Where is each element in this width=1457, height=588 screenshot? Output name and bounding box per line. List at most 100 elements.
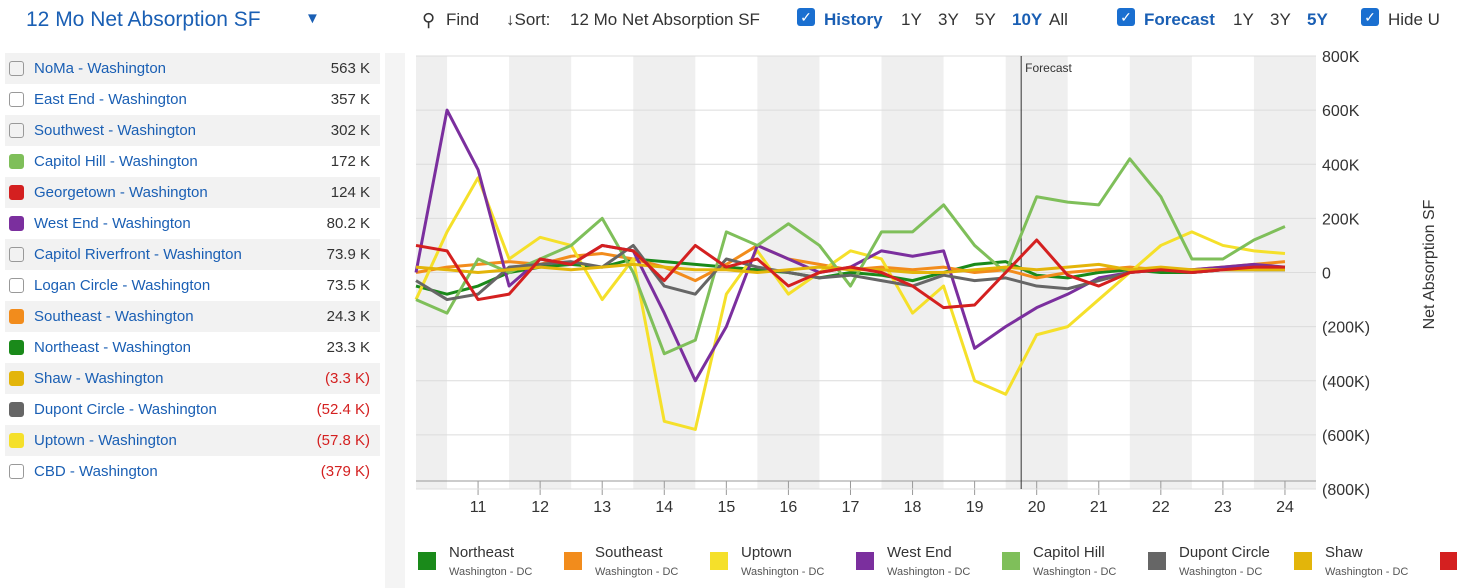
list-row[interactable]: NoMa - Washington 563 K [5, 53, 380, 84]
legend-item[interactable]: Shaw Washington - DC [1292, 540, 1438, 588]
dropdown-arrow[interactable]: ▼ [305, 10, 320, 27]
history[interactable]: History [824, 10, 883, 29]
submarket-name[interactable]: Capitol Hill - Washington [34, 153, 198, 170]
list-row[interactable]: Capitol Hill - Washington 172 K [5, 146, 380, 177]
submarket-name[interactable]: Logan Circle - Washington [34, 277, 211, 294]
legend-name: Shaw [1325, 544, 1363, 561]
range-option[interactable]: 1Y [1233, 10, 1254, 29]
submarket-name[interactable]: West End - Washington [34, 215, 191, 232]
list-row[interactable]: Georgetown - Washington 124 K [5, 177, 380, 208]
history-checkbox[interactable]: ✓ [797, 8, 815, 26]
list-row[interactable]: Capitol Riverfront - Washington 73.9 K [5, 239, 380, 270]
checkbox[interactable] [9, 185, 24, 200]
range-option[interactable]: 10Y [1012, 10, 1043, 29]
checkbox[interactable] [9, 309, 24, 324]
submarket-name[interactable]: Southeast - Washington [34, 308, 194, 325]
list-row[interactable]: West End - Washington 80.2 K [5, 208, 380, 239]
legend-item[interactable]: Southeast Washington - DC [562, 540, 708, 588]
submarket-value: 80.2 K [326, 215, 370, 232]
y-tick-label: 0 [1322, 266, 1331, 283]
range-option[interactable]: 3Y [1270, 10, 1291, 29]
legend-item[interactable]: West End Washington - DC [854, 540, 1000, 588]
x-tick-label: 13 [593, 499, 611, 516]
list-row[interactable]: Uptown - Washington (57.8 K) [5, 425, 380, 456]
checkbox[interactable] [9, 402, 24, 417]
submarket-name[interactable]: East End - Washington [34, 91, 187, 108]
legend-name: Northeast [449, 544, 515, 561]
submarket-name[interactable]: Uptown - Washington [34, 432, 177, 449]
legend-region: Washington - DC [741, 566, 825, 578]
legend-swatch [564, 552, 582, 570]
range-option[interactable]: 3Y [938, 10, 959, 29]
x-tick-label: 11 [470, 499, 487, 516]
submarket-name[interactable]: NoMa - Washington [34, 60, 166, 77]
checkbox[interactable] [9, 247, 24, 262]
x-tick-label: 16 [780, 499, 798, 516]
legend-region: Washington - DC [595, 566, 679, 578]
find[interactable]: Find [446, 10, 480, 29]
y-tick-label: 600K [1322, 103, 1360, 120]
forecast-checkbox[interactable]: ✓ [1117, 8, 1135, 26]
legend-item[interactable]: Uptown Washington - DC [708, 540, 854, 588]
checkbox[interactable] [9, 123, 24, 138]
list-row[interactable]: East End - Washington 357 K [5, 84, 380, 115]
checkbox[interactable] [9, 433, 24, 448]
legend-name: Dupont Circle [1179, 544, 1270, 561]
series-line [415, 238, 1285, 310]
x-tick-label: 20 [1028, 499, 1046, 516]
legend-item[interactable]: Northeast Washington - DC [416, 540, 562, 588]
legend-item[interactable]: GeorgetownWashington - DC [1438, 540, 1457, 588]
submarket-name[interactable]: Dupont Circle - Washington [34, 401, 217, 418]
series-line [414, 176, 1286, 431]
list-row[interactable]: Southwest - Washington 302 K [5, 115, 380, 146]
forecast[interactable]: Forecast [1144, 10, 1215, 29]
legend-item[interactable]: Capitol Hill Washington - DC [1000, 540, 1146, 588]
submarket-name[interactable]: Northeast - Washington [34, 339, 192, 356]
submarket-name[interactable]: CBD - Washington [34, 463, 158, 480]
legend-name: Capitol Hill [1033, 544, 1105, 561]
checkbox[interactable] [9, 340, 24, 355]
x-tick-label: 19 [966, 499, 984, 516]
list-row[interactable]: Dupont Circle - Washington (52.4 K) [5, 394, 380, 425]
submarket-name[interactable]: Capitol Riverfront - Washington [34, 246, 242, 263]
submarket-name[interactable]: Southwest - Washington [34, 122, 197, 139]
checkbox[interactable] [9, 464, 24, 479]
hide[interactable]: Hide U [1388, 10, 1440, 29]
sort-label: ↓Sort: [506, 10, 551, 29]
submarket-value: 73.9 K [326, 246, 370, 263]
hide-checkbox[interactable]: ✓ [1361, 8, 1379, 26]
range-option[interactable]: 5Y [1307, 10, 1328, 29]
list-row[interactable]: Logan Circle - Washington 73.5 K [5, 270, 380, 301]
checkbox[interactable] [9, 154, 24, 169]
list-row[interactable]: CBD - Washington (379 K) [5, 456, 380, 487]
metric-title[interactable]: 12 Mo Net Absorption SF [26, 8, 261, 31]
find-icon[interactable]: ⚲ [422, 10, 436, 30]
submarket-value: 563 K [330, 60, 370, 77]
checkbox[interactable] [9, 216, 24, 231]
y-tick-label: (200K) [1322, 320, 1370, 337]
range-option[interactable]: All [1049, 10, 1068, 29]
submarket-value: (379 K) [320, 463, 370, 480]
checkbox[interactable] [9, 92, 24, 107]
x-tick-label: 12 [531, 499, 549, 516]
list-row[interactable]: Northeast - Washington 23.3 K [5, 332, 380, 363]
checkbox[interactable] [9, 278, 24, 293]
range-option[interactable]: 1Y [901, 10, 922, 29]
submarket-value: 73.5 K [326, 277, 370, 294]
sort-value[interactable]: 12 Mo Net Absorption SF [570, 10, 760, 29]
range-option[interactable]: 5Y [975, 10, 996, 29]
submarket-list: NoMa - Washington 563 K East End - Washing… [5, 53, 380, 487]
submarket-name[interactable]: Shaw - Washington [34, 370, 164, 387]
x-tick-label: 17 [842, 499, 860, 516]
checkbox[interactable] [9, 371, 24, 386]
list-row[interactable]: Shaw - Washington (3.3 K) [5, 363, 380, 394]
legend-swatch [1002, 552, 1020, 570]
submarket-name[interactable]: Georgetown - Washington [34, 184, 208, 201]
scrollbar[interactable] [385, 53, 405, 588]
legend-region: Washington - DC [1325, 566, 1409, 578]
chart: 11 12 13 14 15 16 17 18 19 20 21 22 23 24 800K 600K 400K… [414, 49, 1438, 516]
list-row[interactable]: Southeast - Washington 24.3 K [5, 301, 380, 332]
checkbox[interactable] [9, 61, 24, 76]
legend-item[interactable]: Dupont Circle Washington - DC [1146, 540, 1292, 588]
legend-region: Washington - DC [887, 566, 971, 578]
